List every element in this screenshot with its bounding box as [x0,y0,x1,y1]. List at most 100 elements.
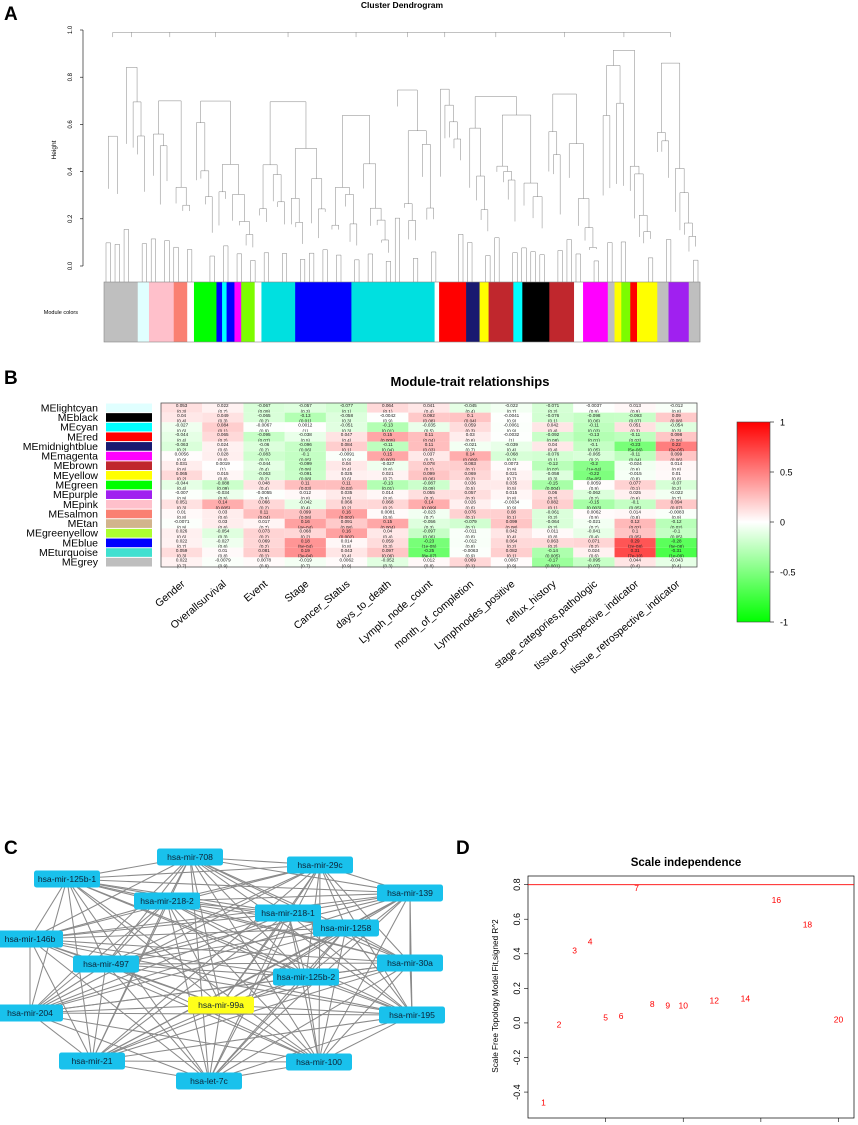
cell-correlation: 0.049 [217,413,229,418]
heatmap-cell [532,441,574,452]
cell-correlation: -0.022 [670,490,683,495]
cell-pvalue: (0.3) [630,428,640,433]
module-swatches [106,403,152,567]
cell-pvalue: (0.1) [424,467,434,472]
cell-pvalue: (0.1) [218,428,228,433]
cell-pvalue: (0.2) [177,477,187,482]
cell-pvalue: (0.4) [177,419,187,424]
cell-correlation: 0.035 [506,480,518,485]
cell-pvalue: (4e-04) [298,525,313,530]
network-edge [319,864,411,964]
scatter-point: 18 [803,919,813,929]
panel-a-dendrogram: A Cluster Dendrogram 0.00.20.40.60.81.0 … [4,0,701,343]
heatmap-cell [449,547,491,558]
cell-pvalue: (0.3) [342,428,352,433]
cell-correlation: 0.08 [507,509,516,514]
cell-correlation: 0.12 [631,519,640,524]
heatmap-cell [284,441,326,452]
cell-pvalue: (0.04) [382,448,394,453]
y-tick-label: 0.6 [512,913,522,926]
network-edge [166,900,210,1082]
cell-pvalue: (0.004) [545,486,560,491]
cell-pvalue: (0.1) [548,457,558,462]
cell-correlation: 0.14 [425,500,434,505]
cell-correlation: -0.13 [383,480,394,485]
cell-correlation: 0.077 [629,480,641,485]
module-labels: MElightcyanMEblackMEcyanMEredMEmidnightb… [23,402,99,568]
cell-correlation: -0.052 [381,558,394,563]
heatmap-cell [325,509,368,519]
network-node-hsa-mir-195 [379,1006,445,1024]
cell-pvalue: (0.04) [423,438,435,443]
cell-pvalue: (0.7) [507,409,517,414]
heatmap-frame [160,402,698,568]
cell-correlation: -0.083 [258,451,271,456]
cell-correlation: 0.31 [631,548,640,553]
cell-pvalue: (0.5) [424,457,434,462]
scatter-point: 7 [634,883,639,893]
heatmap-cell [532,489,574,500]
cell-correlation: -0.11 [589,423,600,428]
heatmap-cell [573,499,615,510]
cell-correlation: 0.081 [258,548,270,553]
network-node-label: hsa-mir-125b-1 [38,874,96,884]
heatmap-cell [408,499,450,510]
cell-pvalue: (0.4) [424,409,434,414]
network-edge [105,963,307,978]
heatmap-cell [614,509,656,519]
heatmap-cell [614,441,656,452]
y-tick-label: 0.2 [68,214,74,223]
cell-correlation: 0.031 [176,461,188,466]
heatmap-cell [655,538,697,548]
cell-correlation: 0.035 [341,490,353,495]
cell-pvalue: (0.03) [299,486,311,491]
cell-correlation: -0.058 [340,413,353,418]
heatmap-cell [490,431,533,442]
heatmap-cell [449,441,491,452]
heatmap-cell [449,489,491,500]
cell-correlation: 0.051 [629,423,641,428]
heatmap-cell [449,422,491,432]
cell-correlation: 0.01 [218,548,227,553]
cell-pvalue: (0.003) [380,457,395,462]
cell-correlation: 0.0062 [587,509,601,514]
network-edge [319,864,347,929]
heatmap-cell [325,518,368,529]
heatmap-cell [490,412,533,423]
network-edge [220,892,411,1006]
network-edge [29,1012,320,1063]
network-edge [29,864,321,1014]
cell-pvalue: (0.6) [630,496,640,501]
heatmap-cell [449,557,491,567]
heatmap-cell [284,480,326,490]
cell-correlation: 0.015 [506,490,518,495]
heatmap-cell [573,470,615,481]
cell-correlation: 0.092 [423,413,435,418]
panel-b-heatmap: B Module-trait relationships MElightcyan… [4,368,796,677]
cell-correlation: 0.14 [466,451,475,456]
network-node-hsa-mir-204 [0,1004,63,1022]
heatmap-cell [490,547,533,558]
module-label: MEcyan [60,422,98,434]
network-node-label: hsa-mir-30a [387,958,433,968]
cell-correlation: 0.057 [464,490,476,495]
cell-pvalue: (0.002) [339,534,354,539]
cell-correlation: -0.019 [299,558,312,563]
cell-pvalue: (0.6) [177,534,187,539]
heatmap-cell [449,412,491,423]
network-node-hsa-mir-146b [0,930,63,948]
cell-pvalue: (0.5) [218,496,228,501]
module-color-segment [668,282,690,342]
cell-correlation: -0.044 [258,461,271,466]
network-edge [91,1060,320,1063]
heatmap-cell [490,470,533,481]
cell-correlation: 0.017 [258,519,270,524]
heatmap-cell [243,557,285,567]
cell-correlation: -0.077 [340,403,353,408]
y-tick-label: 1.0 [68,25,74,34]
cell-correlation: 0.064 [382,403,394,408]
heatmap-cell [284,470,326,481]
y-tick-label: 0.8 [512,878,522,891]
cell-correlation: 0.04 [177,413,186,418]
